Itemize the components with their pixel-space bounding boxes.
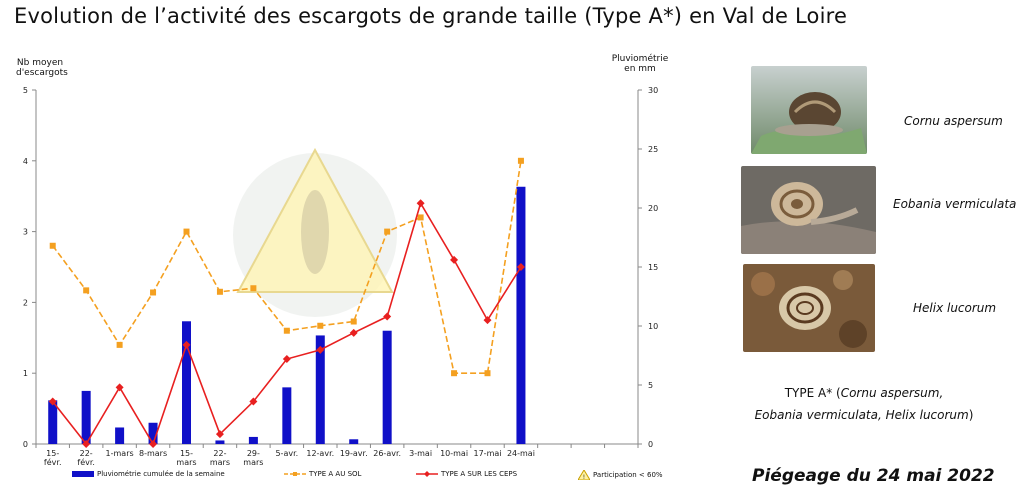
ground-point <box>417 214 424 221</box>
x-tick-label: 22-févr. <box>77 449 95 467</box>
ground-point <box>283 327 290 334</box>
legend-label-participation: Participation < 60% <box>593 471 663 479</box>
species-label-3: Helix lucorum <box>913 301 997 315</box>
vines-point <box>450 255 459 264</box>
rain-bar <box>516 186 526 444</box>
y-left-tick-label: 4 <box>23 157 28 166</box>
y-right-tick-label: 5 <box>648 381 653 390</box>
legend-label-vines: TYPE A SUR LES CEPS <box>441 470 518 478</box>
y-right-tick-label: 25 <box>648 145 658 154</box>
chart-area: 0 1 2 3 4 5 0 5 10 15 20 25 30 15-févr. 22-févr. 1-mars… <box>23 86 658 467</box>
type-note-species-2: Eobania vermiculata, Helix lucorum <box>754 408 969 422</box>
x-tick-label: 12-avr. <box>306 449 334 458</box>
x-tick-label: 19-avr. <box>340 449 368 458</box>
vines-point <box>416 199 425 208</box>
vines-point <box>483 316 492 325</box>
type-note-species-1: Cornu aspersum, <box>840 386 944 400</box>
rain-bar <box>248 436 258 444</box>
y-right-tick-label: 30 <box>648 86 658 95</box>
rain-bar <box>282 387 292 444</box>
rain-bar <box>115 427 125 444</box>
legend-item-ground: TYPE A AU SOL <box>284 470 361 478</box>
x-tick-label: 29-mars <box>243 449 263 467</box>
y-left-tick-label: 1 <box>23 369 28 378</box>
vines-point <box>48 397 57 406</box>
type-note-prefix: TYPE A* ( <box>784 386 841 400</box>
ground-point <box>150 289 157 296</box>
y-right-tick-label: 15 <box>648 263 658 272</box>
rain-bar <box>215 440 225 444</box>
ground-point <box>250 285 257 292</box>
vines-point <box>349 328 358 337</box>
legend-item-participation: ! Participation < 60% <box>578 470 663 480</box>
y-left-tick-label: 3 <box>23 228 28 237</box>
vines-point <box>149 440 158 448</box>
type-note: TYPE A* (Cornu aspersum, Eobania vermicu… <box>740 382 988 426</box>
x-tick-label: 8-mars <box>139 449 167 458</box>
vines-point <box>115 383 124 392</box>
vines-point <box>182 340 191 349</box>
species-label-2: Eobania vermiculata <box>893 197 1017 211</box>
ground-point <box>484 370 491 377</box>
rain-bar <box>315 335 325 444</box>
legend-item-vines: TYPE A SUR LES CEPS <box>416 470 517 478</box>
y-right-tick-label: 10 <box>648 322 658 331</box>
x-tick-label: 5-avr. <box>275 449 298 458</box>
trap-date-label: Piégeage du 24 mai 2022 <box>752 466 995 486</box>
photo-eobania-vermiculata <box>741 166 876 254</box>
legend-label-rain: Pluviométrie cumulée de la semaine <box>97 470 225 478</box>
vines-point <box>82 440 91 448</box>
y-right-tick-label: 20 <box>648 204 658 213</box>
vines-point <box>215 430 224 439</box>
svg-text:!: ! <box>583 474 585 480</box>
rain-bar <box>148 422 158 444</box>
x-tick-label: 3-mai <box>409 449 432 458</box>
y-axis-left-title: Nb moyen d'escargots <box>16 58 68 78</box>
chart-title: Evolution de l’activité des escargots de… <box>14 4 848 28</box>
y-right-tick-label: 0 <box>648 440 653 449</box>
x-tick-label: 22-mars <box>210 449 230 467</box>
rain-bar <box>81 390 91 444</box>
y-left-tick-label: 5 <box>23 86 28 95</box>
ground-point <box>183 228 190 235</box>
type-note-suffix: ) <box>968 408 974 422</box>
x-tick-label: 17-mai <box>474 449 502 458</box>
y-left-tick-label: 2 <box>23 298 28 307</box>
species-label-1: Cornu aspersum <box>904 114 1003 128</box>
ground-point <box>49 242 56 249</box>
rain-bar <box>349 439 359 444</box>
x-tick-label: 24-mai <box>507 449 535 458</box>
ground-point <box>216 288 223 295</box>
legend-label-ground: TYPE A AU SOL <box>309 470 362 478</box>
photo-cornu-aspersum <box>751 66 867 154</box>
ground-point <box>451 370 458 377</box>
vines-point <box>249 397 258 406</box>
y-axis-right-title: Pluviométrie en mm <box>611 54 669 74</box>
type-note-line-2: Eobania vermiculata, Helix lucorum) <box>740 404 988 426</box>
rain-bar <box>382 330 392 444</box>
x-tick-label: 10-mai <box>440 449 468 458</box>
ground-point <box>517 157 524 164</box>
vines-point <box>516 263 525 271</box>
ground-point <box>384 228 391 235</box>
rain-bar <box>48 400 58 444</box>
rain-bar <box>182 321 191 444</box>
vines-point <box>316 345 325 354</box>
type-note-line-1: TYPE A* (Cornu aspersum, <box>740 382 988 404</box>
photo-helix-lucorum <box>743 264 875 352</box>
y-left-tick-label: 0 <box>23 440 28 449</box>
x-tick-label: 15-mars <box>176 449 196 467</box>
x-tick-label: 15-févr. <box>44 449 62 467</box>
ground-point <box>350 318 357 325</box>
ground-point <box>83 287 90 294</box>
legend-item-rain: Pluviométrie cumulée de la semaine <box>72 470 225 478</box>
vines-point <box>383 312 392 321</box>
x-tick-label: 1-mars <box>106 449 134 458</box>
ground-point <box>317 322 324 329</box>
watermark-slug <box>301 190 329 274</box>
ground-point <box>116 341 123 348</box>
x-tick-label: 26-avr. <box>373 449 401 458</box>
vines-point <box>282 355 291 364</box>
